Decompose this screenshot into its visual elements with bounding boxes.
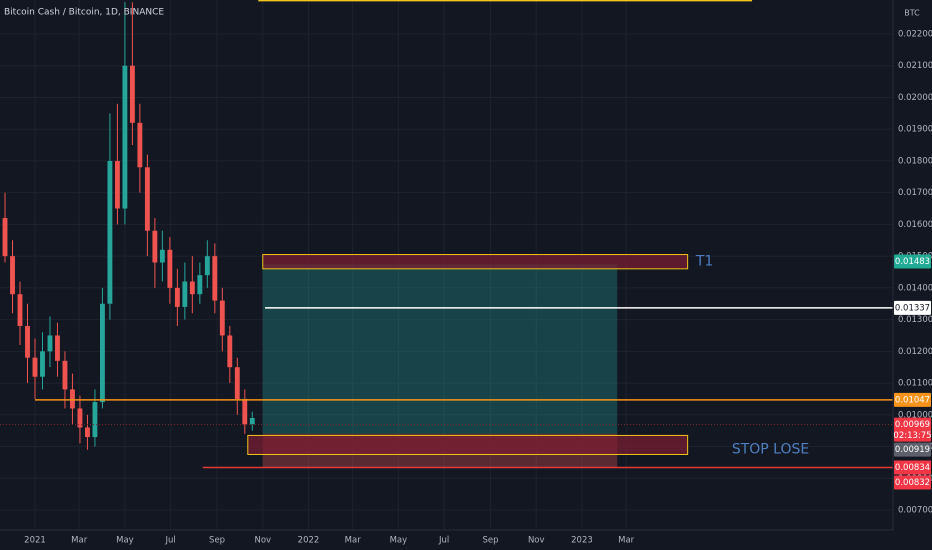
candle-body bbox=[227, 335, 233, 368]
price-label: 0.00832 bbox=[895, 478, 930, 488]
x-tick-label: May bbox=[390, 536, 408, 546]
candle-body bbox=[99, 303, 105, 403]
candles bbox=[2, 2, 255, 450]
candle-body bbox=[85, 427, 90, 438]
x-tick-label: 2022 bbox=[298, 536, 320, 546]
annotation: T1 bbox=[695, 254, 713, 270]
candle-body bbox=[152, 230, 158, 263]
target-box bbox=[247, 434, 689, 455]
x-tick-label: Nov bbox=[254, 536, 271, 546]
x-tick-label: Mar bbox=[71, 536, 88, 546]
price-label-box bbox=[894, 254, 931, 269]
candle-body bbox=[189, 281, 195, 295]
y-tick-label: 0.01300 bbox=[898, 315, 932, 325]
price-label-box bbox=[894, 300, 931, 315]
candle-body bbox=[159, 249, 165, 263]
y-tick-label: 0.01200 bbox=[898, 347, 932, 357]
candle-body bbox=[55, 335, 60, 361]
price-label: 0.01337 bbox=[895, 303, 930, 313]
y-tick-label: 0.01100 bbox=[898, 379, 932, 389]
candle-body bbox=[234, 367, 240, 399]
y-tick-label: 0.01400 bbox=[898, 283, 932, 293]
candle-body bbox=[107, 160, 113, 304]
price-label: 0.00969 bbox=[895, 420, 930, 430]
candle-body bbox=[174, 287, 180, 307]
candle-body bbox=[47, 335, 53, 352]
x-tick-label: May bbox=[116, 536, 134, 546]
price-label: 0.00919 bbox=[895, 445, 930, 455]
price-label: 0.00834 bbox=[895, 463, 930, 473]
y-tick-label: 0.01700 bbox=[898, 188, 932, 198]
candle-body bbox=[204, 256, 210, 276]
x-tick-label: Jul bbox=[438, 536, 449, 546]
price-label-box bbox=[894, 392, 931, 407]
y-tick-label: 0.01900 bbox=[898, 125, 932, 135]
candle-body bbox=[122, 65, 128, 209]
annotation: STOP LOSE bbox=[732, 442, 809, 458]
price-unit: BTC bbox=[904, 9, 920, 18]
overlay: T1 STOP LOSE bbox=[0, 0, 893, 469]
zone bbox=[262, 264, 618, 434]
candle-body bbox=[10, 256, 15, 295]
chart-title: Bitcoin Cash / Bitcoin, 1D, BINANCE bbox=[4, 8, 164, 18]
y-tick-label: 0.01000 bbox=[898, 410, 932, 420]
candle-body bbox=[77, 408, 83, 428]
price-label-box bbox=[894, 417, 931, 442]
price-label-box bbox=[894, 460, 931, 475]
candle-body bbox=[2, 218, 8, 257]
price-label: 0.01047 bbox=[895, 395, 930, 405]
x-tick-label: 2021 bbox=[24, 536, 46, 546]
candle-body bbox=[17, 294, 23, 326]
candle-body bbox=[219, 300, 225, 336]
candle-body bbox=[144, 167, 150, 231]
x-tick-label: Sep bbox=[209, 536, 225, 546]
candle-body bbox=[92, 402, 98, 438]
candle-body bbox=[40, 351, 45, 377]
candle-body bbox=[242, 398, 248, 425]
y-tick-label: 0.02000 bbox=[898, 93, 932, 103]
candle-body bbox=[182, 281, 188, 307]
price-label-box bbox=[894, 442, 931, 457]
x-tick-label: Nov bbox=[528, 536, 545, 546]
candle-body bbox=[197, 275, 203, 295]
price-label-box bbox=[894, 475, 931, 490]
candle-body bbox=[32, 357, 38, 377]
candle-body bbox=[114, 160, 120, 209]
candle-body bbox=[62, 360, 68, 390]
countdown: 02:13:75 bbox=[893, 431, 931, 441]
x-tick-label: Mar bbox=[618, 536, 635, 546]
candle-body bbox=[167, 249, 173, 288]
y-tick-label: 0.00700 bbox=[898, 506, 932, 516]
x-tick-label: 2023 bbox=[571, 536, 593, 546]
candle-body bbox=[70, 389, 75, 409]
y-tick-label: 0.01800 bbox=[898, 156, 932, 166]
candle-body bbox=[249, 417, 255, 425]
candle-body bbox=[212, 256, 218, 301]
axes: 0.007000.008000.009000.010000.011000.012… bbox=[24, 29, 932, 545]
y-tick-label: 0.01600 bbox=[898, 220, 932, 230]
candle-body bbox=[129, 65, 135, 123]
candle-body bbox=[137, 122, 143, 168]
y-tick-label: 0.02200 bbox=[898, 29, 932, 39]
target-box bbox=[262, 254, 689, 270]
x-tick-label: Jul bbox=[164, 536, 175, 546]
x-tick-label: Mar bbox=[345, 536, 362, 546]
y-tick-label: 0.02100 bbox=[898, 61, 932, 71]
price-label: 0.01483 bbox=[895, 257, 930, 267]
candle-body bbox=[25, 325, 30, 358]
x-tick-label: Sep bbox=[483, 536, 499, 546]
